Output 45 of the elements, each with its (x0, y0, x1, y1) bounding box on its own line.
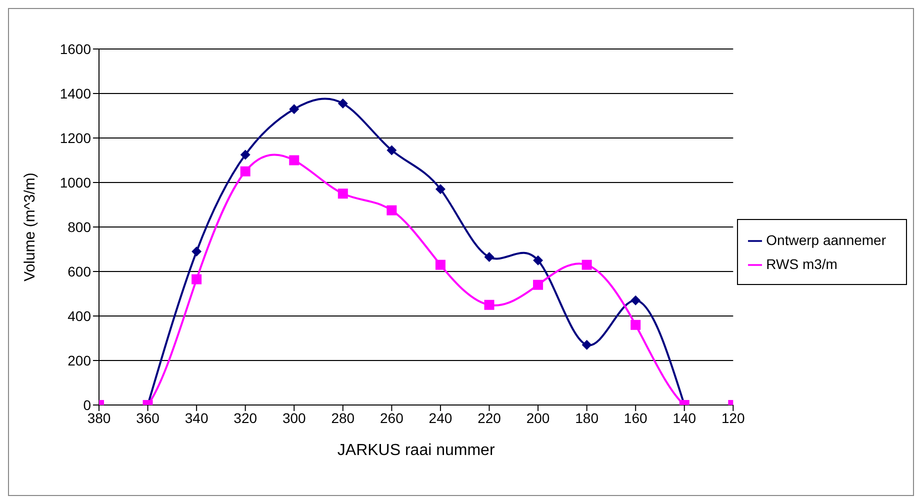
point (630, 295, 641, 306)
y-tick-label: 600 (68, 263, 92, 280)
x-tick-label: 140 (672, 410, 696, 426)
legend-label: RWS m3/m (766, 256, 838, 272)
point (435, 184, 446, 194)
point (192, 246, 202, 256)
x-tick-label: 320 (234, 410, 258, 426)
point (533, 255, 544, 266)
y-tick-label: 200 (68, 352, 92, 368)
legend-label: Ontwerp aannemer (766, 232, 886, 248)
y-axis-title: Volume (m^3/m) (21, 172, 38, 282)
x-tick-label: 260 (380, 410, 404, 426)
point (289, 104, 300, 114)
point (386, 145, 397, 156)
point (289, 155, 300, 166)
y-tick-label: 1200 (60, 130, 92, 146)
point (630, 320, 641, 330)
point (484, 252, 494, 262)
y-tick-label: 400 (68, 308, 92, 324)
point (338, 98, 348, 109)
point (533, 280, 544, 290)
x-axis-title: JARKUS raai nummer (337, 442, 496, 459)
x-tick-label: 280 (331, 410, 355, 426)
x-tick-label: 240 (428, 410, 452, 426)
x-tick-label: 360 (136, 410, 160, 426)
y-tick-label: 1400 (60, 85, 92, 102)
x-tick-label: 200 (526, 410, 550, 426)
x-tick-label: 340 (184, 410, 208, 426)
y-tick-label: 1000 (60, 174, 92, 190)
point (435, 260, 446, 270)
x-tick-label: 180 (575, 410, 599, 426)
y-tick-label: 1600 (60, 40, 92, 57)
point (582, 340, 592, 350)
point (338, 188, 348, 199)
y-tick-label: 800 (68, 218, 92, 235)
point (192, 274, 202, 284)
point (386, 205, 397, 216)
x-tick-label: 160 (624, 410, 648, 426)
x-tick-label: 120 (721, 410, 746, 426)
point (484, 300, 494, 310)
point (240, 166, 250, 176)
x-tick-label: 220 (478, 410, 502, 426)
point (582, 260, 592, 270)
point (240, 150, 250, 160)
x-tick-label: 300 (282, 410, 306, 426)
